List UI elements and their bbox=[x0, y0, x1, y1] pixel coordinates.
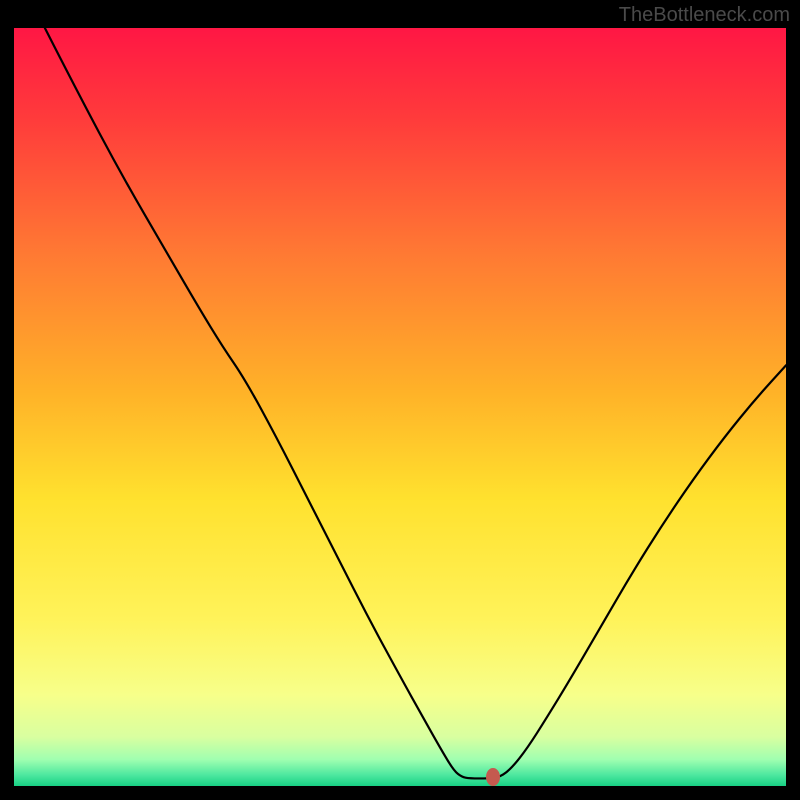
watermark-text: TheBottleneck.com bbox=[619, 4, 790, 27]
optimal-point-marker bbox=[486, 768, 500, 786]
frame-left bbox=[0, 0, 14, 800]
plot-area bbox=[14, 28, 786, 786]
frame-bottom bbox=[0, 786, 800, 800]
bottleneck-curve bbox=[14, 28, 786, 786]
frame-right bbox=[786, 0, 800, 800]
